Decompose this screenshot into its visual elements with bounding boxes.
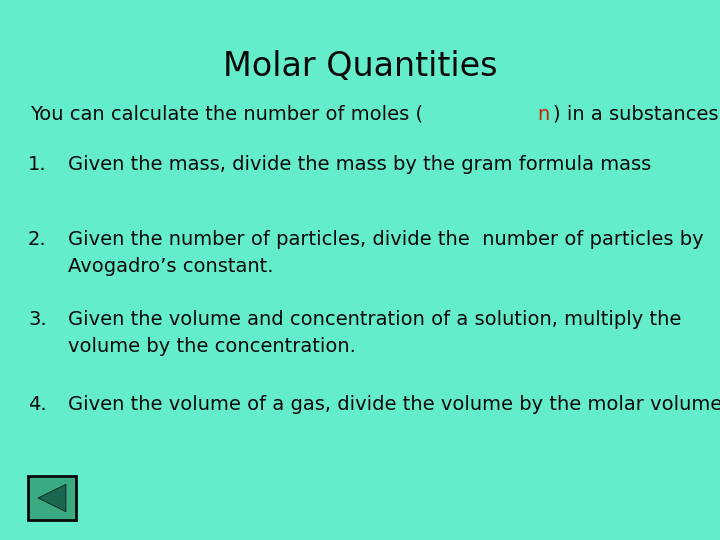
Text: ) in a substances by:: ) in a substances by: [553, 105, 720, 124]
Text: n: n [537, 105, 549, 124]
Text: Molar Quantities: Molar Quantities [222, 50, 498, 83]
Polygon shape [38, 484, 66, 511]
Text: 2.: 2. [28, 230, 47, 249]
Bar [28, 476, 76, 520]
Text: 1.: 1. [28, 155, 47, 174]
Text: Given the mass, divide the mass by the gram formula mass: Given the mass, divide the mass by the g… [68, 155, 652, 174]
Text: 4.: 4. [28, 395, 47, 414]
Text: 3.: 3. [28, 310, 47, 329]
Text: Given the number of particles, divide the  number of particles by
Avogadro’s con: Given the number of particles, divide th… [68, 230, 703, 275]
Text: Given the volume and concentration of a solution, multiply the
volume by the con: Given the volume and concentration of a … [68, 310, 681, 355]
Text: Given the volume of a gas, divide the volume by the molar volume.: Given the volume of a gas, divide the vo… [68, 395, 720, 414]
Text: You can calculate the number of moles (: You can calculate the number of moles ( [30, 105, 423, 124]
